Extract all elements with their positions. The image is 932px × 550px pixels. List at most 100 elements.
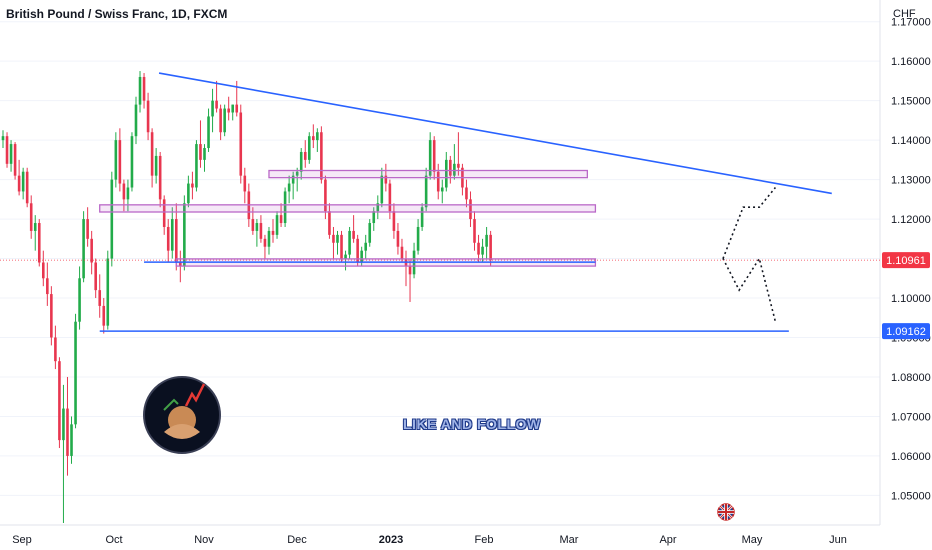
time-tick-label: Nov	[194, 534, 214, 546]
candle-body	[396, 230, 400, 247]
chart-title: British Pound / Swiss Franc, 1D, FXCM	[6, 7, 228, 21]
candle-body	[380, 175, 384, 204]
candle-body	[114, 140, 118, 180]
candle-body	[199, 144, 202, 160]
price-tick-label: 1.13000	[891, 175, 931, 187]
time-axis[interactable]: Sep Oct Nov Dec 2023 Feb Mar Apr May Jun	[12, 534, 847, 546]
candle-body	[485, 234, 488, 247]
time-tick-label: Mar	[560, 534, 579, 546]
candle-body	[70, 424, 73, 456]
candle-body	[154, 155, 158, 176]
candle-body	[146, 100, 150, 133]
candle-body	[98, 290, 102, 306]
candle-body	[211, 100, 214, 117]
candle-body	[453, 163, 456, 176]
resistance-zone	[268, 169, 589, 179]
candle-body	[50, 294, 53, 338]
candle-body	[295, 171, 299, 176]
candle-body	[364, 242, 367, 251]
candle-body	[150, 132, 154, 176]
time-tick-label: 2023	[379, 534, 403, 546]
time-tick-label: Sep	[12, 534, 32, 546]
price-tick-label: 1.14000	[891, 135, 931, 147]
candle-body	[235, 104, 239, 113]
uk-flag-icon[interactable]	[717, 503, 735, 521]
candle-body	[239, 112, 243, 176]
candle-body	[328, 211, 331, 235]
candle-body	[436, 171, 440, 192]
candle-body	[469, 199, 472, 220]
candle-body	[392, 211, 396, 231]
candle-body	[356, 238, 359, 263]
price-tick-label: 1.15000	[891, 96, 931, 108]
candle-body	[158, 155, 162, 200]
candle-body	[449, 159, 452, 176]
candle-body	[138, 76, 142, 105]
candle-body	[408, 266, 412, 275]
candle-body	[179, 262, 182, 267]
candle-body	[344, 254, 347, 259]
candle-body	[37, 223, 41, 263]
projection-paths	[722, 186, 777, 322]
candle-body	[231, 104, 235, 113]
candle-body	[86, 219, 89, 239]
candle-body	[227, 108, 230, 113]
candle-body	[307, 136, 311, 160]
candle-body	[223, 108, 226, 133]
candle-body	[17, 175, 21, 192]
like-and-follow-text: LIKE AND FOLLOW	[403, 416, 541, 432]
candle-body	[243, 175, 247, 192]
candle-body	[187, 183, 190, 204]
candle-body	[134, 104, 138, 137]
time-tick-label: Feb	[475, 534, 494, 546]
candle-body	[126, 187, 130, 200]
candle-body	[170, 219, 174, 251]
candle-body	[299, 151, 303, 172]
candle-body	[336, 234, 339, 243]
candle-body	[54, 337, 57, 362]
candle-body	[400, 246, 404, 259]
price-tick-label: 1.17000	[891, 17, 931, 29]
candle-body	[432, 140, 436, 172]
price-tick-label: 1.08000	[891, 372, 931, 384]
candle-body	[271, 230, 275, 235]
last-price-label: 1.10961	[886, 255, 926, 267]
candle-body	[74, 321, 77, 425]
candle-body	[348, 230, 351, 255]
resistance-zone	[99, 204, 597, 213]
candle-body	[275, 215, 279, 235]
candle-body	[428, 140, 432, 176]
candle-body	[42, 262, 45, 279]
time-tick-label: Oct	[105, 534, 122, 546]
candle-body	[287, 183, 291, 192]
candle-body	[195, 144, 198, 188]
price-tick-label: 1.07000	[891, 411, 931, 423]
candle-body	[477, 242, 480, 255]
candle-body	[130, 136, 134, 188]
candle-body	[360, 250, 363, 263]
candle-body	[142, 76, 146, 101]
candle-body	[118, 140, 122, 184]
price-tick-label: 1.12000	[891, 214, 931, 226]
candle-body	[1, 136, 5, 141]
projection-path	[722, 256, 777, 322]
candle-body	[368, 223, 372, 243]
time-tick-label: Dec	[287, 534, 307, 546]
candles	[1, 71, 492, 524]
projection-path	[722, 186, 777, 259]
candle-body	[207, 116, 210, 149]
candle-body	[106, 258, 110, 326]
time-tick-label: May	[742, 534, 763, 546]
candle-body	[465, 187, 468, 200]
candle-body	[122, 183, 126, 200]
candle-body	[440, 187, 444, 192]
candle-body	[25, 171, 29, 204]
candle-body	[215, 100, 218, 109]
price-tick-label: 1.16000	[891, 56, 931, 68]
candle-body	[174, 219, 178, 263]
support-price-label: 1.09162	[886, 326, 926, 338]
candle-body	[267, 230, 271, 247]
candle-body	[259, 223, 263, 239]
price-tag-background	[882, 323, 930, 340]
